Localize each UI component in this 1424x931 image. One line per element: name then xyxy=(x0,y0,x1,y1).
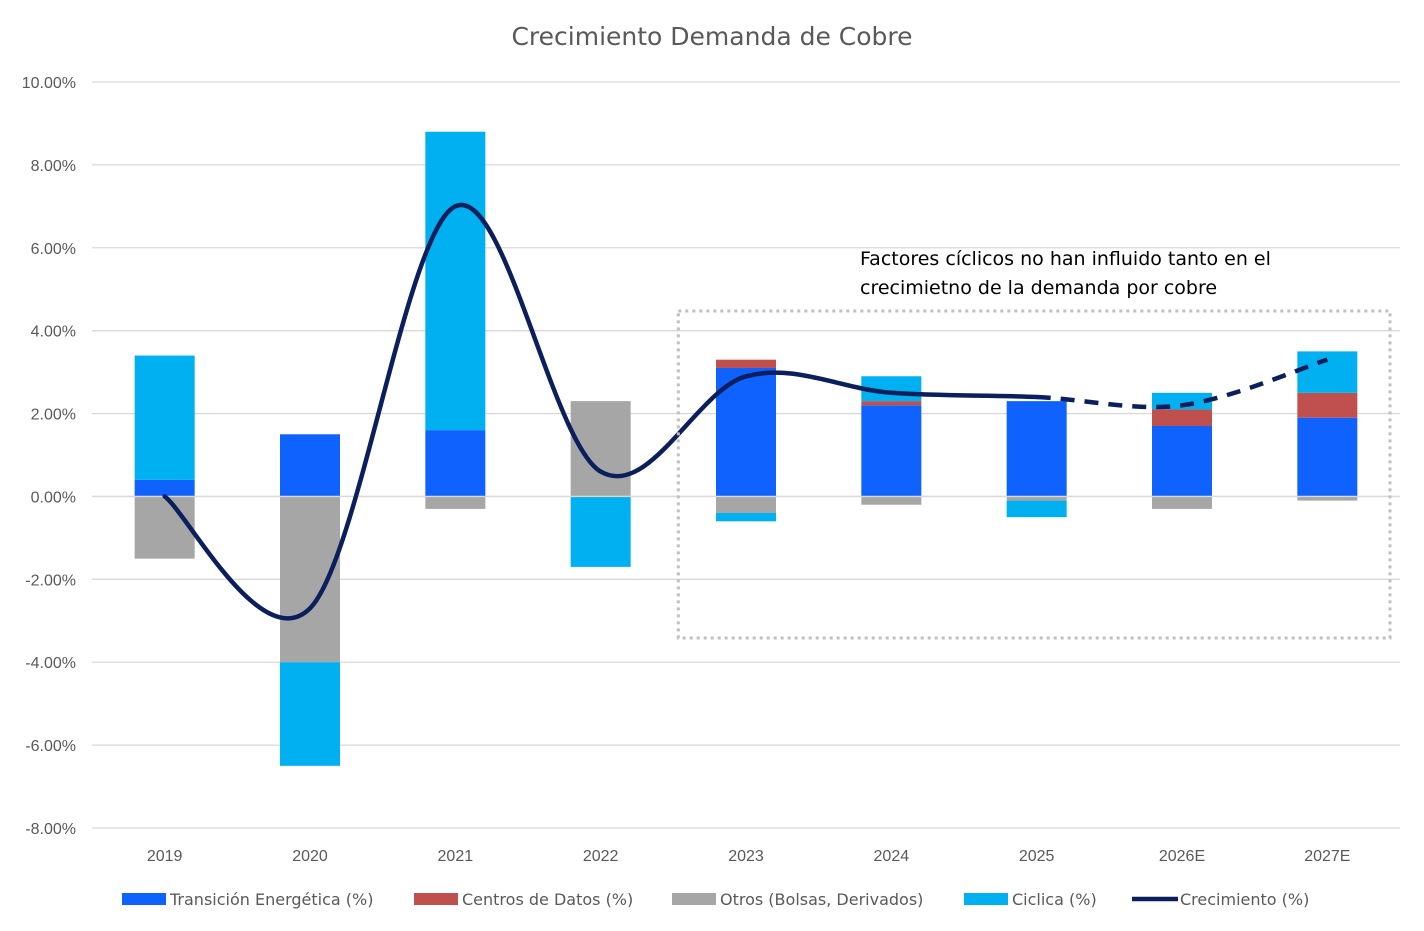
x-axis-ticks: 2019 2020 2021 2022 2023 2024 2025 2026E 2027E xyxy=(147,848,1351,865)
annotation: Factores cíclicos no han influido tanto … xyxy=(860,248,1271,299)
bar-segment xyxy=(1297,417,1358,497)
bar-segment xyxy=(1152,409,1212,426)
x-tick-label: 2021 xyxy=(438,848,474,865)
x-tick-label: 2020 xyxy=(292,848,328,865)
annotation-line-1: Factores cíclicos no han influido tanto … xyxy=(860,248,1271,270)
legend-swatch xyxy=(122,893,166,905)
y-tick-label: -4.00% xyxy=(25,655,76,672)
bar-series xyxy=(134,131,1358,766)
bar-segment xyxy=(861,401,922,406)
y-tick-label: 0.00% xyxy=(31,489,76,506)
x-tick-label: 2026E xyxy=(1159,848,1205,865)
y-tick-label: 8.00% xyxy=(31,158,76,175)
legend-label: Crecimiento (%) xyxy=(1180,890,1309,909)
bar-segment xyxy=(716,496,776,514)
bar-segment xyxy=(1006,500,1067,518)
x-tick-label: 2019 xyxy=(147,848,183,865)
y-tick-label: 4.00% xyxy=(31,324,76,341)
legend-label: Centros de Datos (%) xyxy=(462,890,633,909)
y-tick-label: 6.00% xyxy=(31,241,76,258)
legend-label: Ciclica (%) xyxy=(1012,890,1097,909)
bar-segment xyxy=(280,496,340,663)
bar-segment xyxy=(280,434,340,497)
legend-label: Transición Energética (%) xyxy=(169,890,373,909)
y-tick-label: -2.00% xyxy=(25,572,76,589)
annotation-line-2: crecimietno de la demanda por cobre xyxy=(860,277,1217,299)
bar-segment xyxy=(134,355,195,480)
growth-line-dashed xyxy=(1036,357,1328,410)
y-tick-label: 10.00% xyxy=(22,75,76,92)
x-tick-label: 2023 xyxy=(728,848,764,865)
bar-segment xyxy=(861,405,922,497)
legend-swatch xyxy=(414,893,458,905)
bar-segment xyxy=(570,496,631,567)
x-tick-label: 2027E xyxy=(1304,848,1350,865)
highlight-box xyxy=(676,309,1392,640)
bar-segment xyxy=(280,662,340,766)
bar-segment xyxy=(134,496,195,559)
bar-segment xyxy=(1006,496,1067,501)
growth-line-series xyxy=(162,202,1328,621)
bar-segment xyxy=(134,479,195,497)
bar-segment xyxy=(1297,496,1358,501)
bar-segment xyxy=(1006,401,1067,497)
legend-label: Otros (Bolsas, Derivados) xyxy=(720,890,923,909)
bar-segment xyxy=(861,496,922,505)
y-tick-label: -6.00% xyxy=(25,738,76,755)
bar-segment xyxy=(425,430,486,497)
x-tick-label: 2025 xyxy=(1019,848,1055,865)
bar-segment xyxy=(425,496,486,509)
growth-line-solid xyxy=(162,202,1039,621)
y-tick-label: 2.00% xyxy=(31,407,76,424)
chart-title: Crecimiento Demanda de Cobre xyxy=(511,22,912,51)
bar-segment xyxy=(1297,351,1358,393)
bar-segment xyxy=(716,359,776,368)
bar-segment xyxy=(1152,496,1212,509)
bar-segment xyxy=(425,131,486,431)
y-tick-label: -8.00% xyxy=(25,821,76,838)
legend-swatch xyxy=(672,893,716,905)
x-tick-label: 2024 xyxy=(874,848,910,865)
x-tick-label: 2022 xyxy=(583,848,619,865)
bar-segment xyxy=(1152,425,1212,497)
legend: Transición Energética (%) Centros de Dato… xyxy=(122,890,1309,909)
y-axis-ticks: 10.00% 8.00% 6.00% 4.00% 2.00% 0.00% -2.00% -4.… xyxy=(22,75,76,838)
bar-segment xyxy=(1297,392,1358,418)
bar-segment xyxy=(716,513,776,522)
legend-swatch xyxy=(964,893,1008,905)
